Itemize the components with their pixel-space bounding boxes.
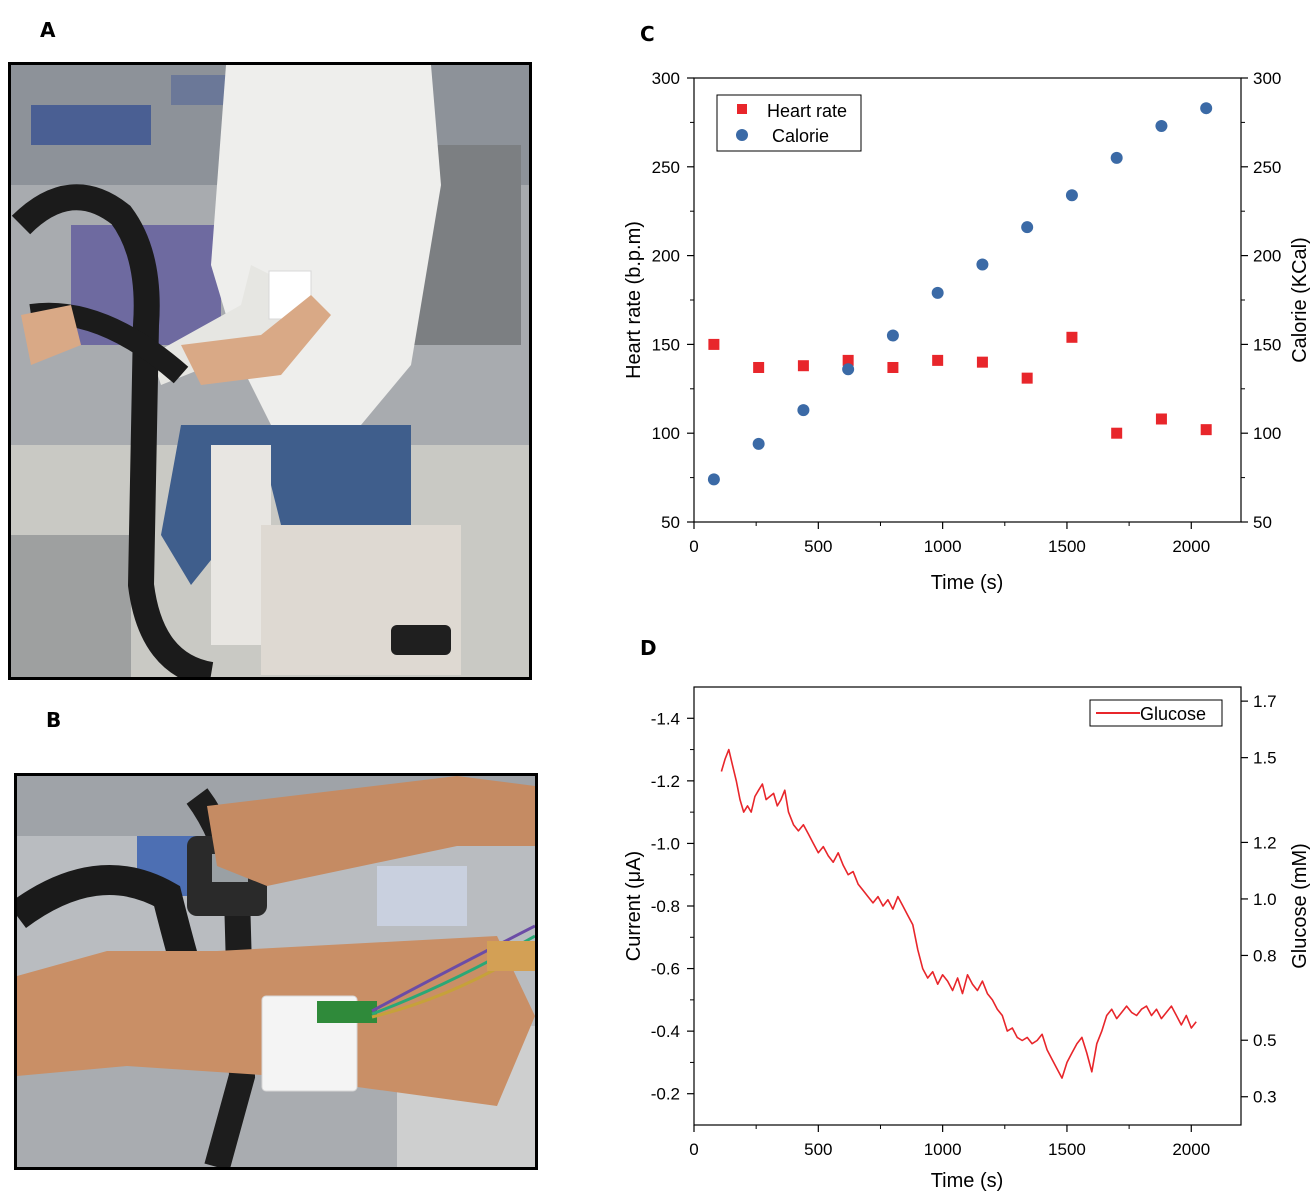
calorie-point [1065,189,1078,202]
chart-d-y-tick-label: -0.2 [651,1085,680,1104]
chart-d-y2-axis-label: Glucose (mM) [1289,843,1311,969]
chart-c-legend-box [716,94,862,152]
chart-c-y-tick-label: 200 [652,247,680,266]
chart-d-x-tick-label: 0 [689,1140,698,1159]
chart-c-y2-tick-label: 200 [1253,247,1281,266]
chart-d-x-tick-label: 1000 [924,1140,962,1159]
glucose-series-line [720,748,1197,1079]
arm-sensor-photo-image [17,776,535,1167]
heart-rate-point [1200,424,1212,436]
chart-d-y2-tick-label: 0.3 [1253,1088,1277,1107]
chart-d-y-tick-label: -1.4 [651,709,680,728]
chart-c-y2-tick-label: 50 [1253,513,1272,532]
chart-c-x-axis-label: Time (s) [931,572,1004,594]
calorie-point [886,329,899,342]
panel-label-a: A [40,18,56,42]
heart-rate-point [1066,331,1078,343]
calorie-point [1200,102,1213,115]
chart-d-legend-glucose: Glucose [1140,704,1206,724]
chart-c-y-tick-label: 150 [652,335,680,354]
chart-d-y2-tick-label: 1.7 [1253,692,1277,711]
panel-label-b: B [46,708,62,732]
chart-d-legend-box [1089,699,1223,727]
chart-c-y-axis-label: Heart rate (b.p.m) [623,221,645,379]
chart-c-legend-heart-rate: Heart rate [767,101,847,121]
heart-rate-point [753,361,765,373]
chart-c-y2-tick-label: 150 [1253,335,1281,354]
chart-d-x-tick-label: 2000 [1172,1140,1210,1159]
chart-d-y-tick-label: -1.0 [651,834,680,853]
calorie-point [1021,221,1034,234]
heart-rate-point [1155,413,1167,425]
chart-c-y-tick-label: 100 [652,424,680,443]
photo-arm-sensor [14,773,538,1170]
chart-c-x-tick-label: 0 [689,537,698,556]
chart-c-y2-tick-label: 250 [1253,158,1281,177]
chart-d-y2-tick-label: 0.8 [1253,946,1277,965]
heart-rate-point [1111,427,1123,439]
calorie-point [931,286,944,299]
chart-d-y2-tick-label: 1.5 [1253,749,1277,768]
heart-rate-point [842,354,854,366]
chart-c-legend-marker-calorie [736,129,748,141]
chart-d-y2-tick-label: 1.0 [1253,890,1277,909]
chart-d-y2-tick-label: 0.5 [1253,1031,1277,1050]
calorie-point [1110,151,1123,164]
calorie-point [707,473,720,486]
photo-exercise-bike [8,62,532,680]
chart-d-plot-frame [693,686,1242,1126]
chart-c-legend-calorie: Calorie [772,126,829,146]
heart-rate-point [708,338,720,350]
chart-c-legend-marker-heart-rate [737,104,747,114]
chart-d-y-tick-label: -0.4 [651,1022,680,1041]
chart-c-x-tick-label: 1000 [924,537,962,556]
exercise-bike-photo-image [11,65,529,677]
chart-c-x-tick-label: 2000 [1172,537,1210,556]
chart-c-y-tick-label: 300 [652,69,680,88]
calorie-point [842,363,855,376]
heart-rate-point [887,361,899,373]
panel-label-c: C [640,22,655,46]
calorie-point [976,258,989,271]
chart-d-y-tick-label: -0.8 [651,897,680,916]
chart-c-x-tick-label: 1500 [1048,537,1086,556]
chart-d-x-axis-label: Time (s) [931,1170,1004,1192]
chart-c-y2-axis-label: Calorie (KCal) [1289,237,1311,363]
chart-d-y-tick-label: -0.6 [651,960,680,979]
calorie-point [1155,119,1168,132]
chart-d-y-tick-label: -1.2 [651,772,680,791]
heart-rate-point [1021,372,1033,384]
chart-c-y2-tick-label: 300 [1253,69,1281,88]
chart-d-y-axis-label: Current (μA) [623,851,645,961]
chart-d-y2-tick-label: 1.2 [1253,833,1277,852]
calorie-point [797,404,810,417]
chart-c-x-tick-label: 500 [804,537,832,556]
chart-c-y2-tick-label: 100 [1253,424,1281,443]
chart-d-x-tick-label: 500 [804,1140,832,1159]
chart-c-plot-frame [693,77,1242,523]
heart-rate-point [797,360,809,372]
chart-c-y-tick-label: 250 [652,158,680,177]
heart-rate-point [976,356,988,368]
panel-label-d: D [640,636,657,660]
heart-rate-point [932,354,944,366]
calorie-point [752,437,765,450]
chart-d-x-tick-label: 1500 [1048,1140,1086,1159]
chart-c-y-tick-label: 50 [661,513,680,532]
